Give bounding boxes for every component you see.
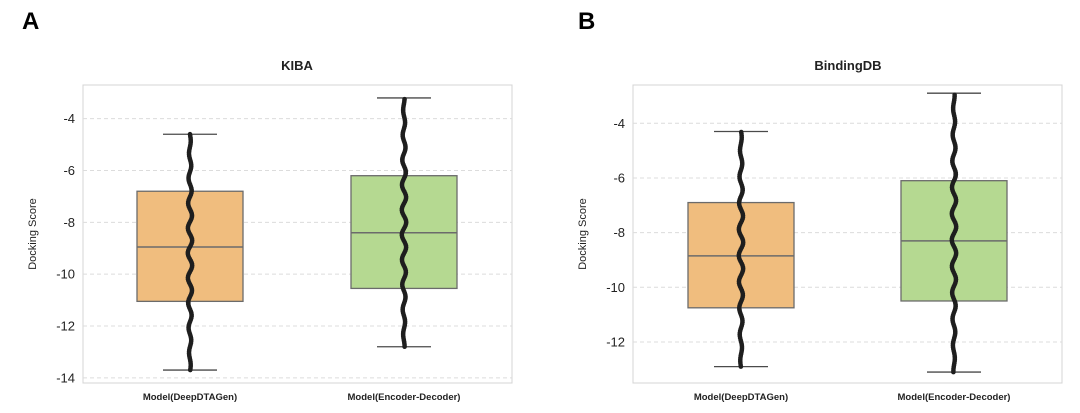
y-tick-label: -6 xyxy=(613,170,625,185)
y-tick-label: -12 xyxy=(606,334,625,349)
swarm-point xyxy=(402,96,407,102)
chart-kiba: -4 -6 -8 -10 -12 -14 KIBA Docking Score Model(De… xyxy=(27,58,513,403)
y-tick-label: -10 xyxy=(56,267,75,282)
y-axis-label: Docking Score xyxy=(27,198,39,270)
panel-label-b: B xyxy=(578,8,595,35)
swarm-point xyxy=(952,92,957,98)
y-tick-label: -12 xyxy=(56,318,75,333)
swarm-point xyxy=(738,129,744,135)
chart-title: KIBA xyxy=(281,58,313,73)
y-tick-label: -8 xyxy=(613,225,625,240)
box-encoder-decoder xyxy=(900,92,1008,375)
y-tick-label: -10 xyxy=(606,280,625,295)
y-tick-label: -6 xyxy=(63,163,75,178)
swarm-point xyxy=(187,131,193,137)
panel-label-a: A xyxy=(22,8,39,35)
x-category-label: Model(Encoder-Decoder) xyxy=(348,392,461,403)
y-tick-label: -4 xyxy=(613,116,625,131)
x-category-label: Model(DeepDTAGen) xyxy=(694,392,788,403)
box-deepdtagen xyxy=(136,131,244,373)
y-axis-label: Docking Score xyxy=(577,198,589,270)
chart-title: BindingDB xyxy=(814,58,881,73)
box-deepdtagen xyxy=(687,129,795,369)
y-tick-label: -4 xyxy=(63,111,75,126)
x-category-label: Model(Encoder-Decoder) xyxy=(898,392,1011,403)
y-tick-label: -8 xyxy=(63,215,75,230)
box-encoder-decoder xyxy=(350,96,458,350)
y-tick-label: -14 xyxy=(56,370,75,385)
x-category-label: Model(DeepDTAGen) xyxy=(143,392,237,403)
chart-bindingdb: -4 -6 -8 -10 -12 BindingDB Docking Score Model(… xyxy=(577,58,1063,403)
